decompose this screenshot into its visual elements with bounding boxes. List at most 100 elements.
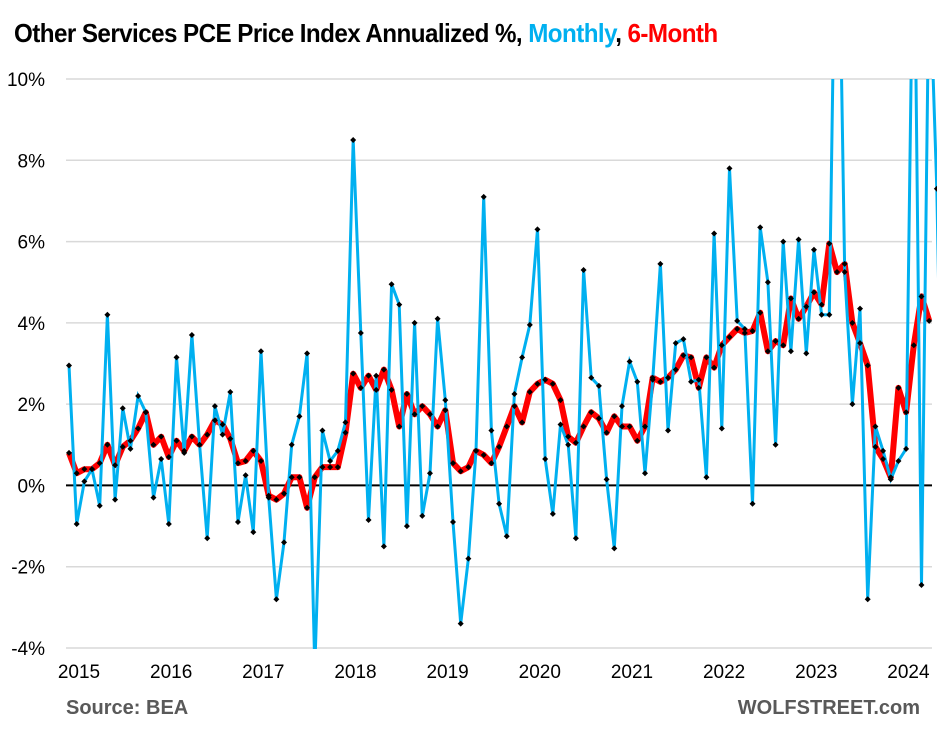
- monthly-point: [703, 474, 710, 481]
- monthly-point: [281, 539, 288, 546]
- sixmonth-point: [542, 376, 549, 383]
- sixmonth-point: [595, 415, 602, 422]
- monthly-point: [849, 401, 856, 408]
- sixmonth-point: [511, 403, 518, 410]
- monthly-point: [542, 456, 549, 463]
- sixmonth-point: [688, 354, 695, 361]
- monthly-point: [403, 523, 410, 530]
- y-tick-label: 8%: [18, 151, 46, 172]
- sixmonth-point: [718, 342, 725, 349]
- monthly-point: [242, 472, 249, 479]
- source-label: Source: BEA: [66, 697, 189, 719]
- monthly-point: [488, 427, 495, 434]
- sixmonth-point: [826, 240, 833, 247]
- sixmonth-point: [611, 413, 618, 420]
- monthly-point: [373, 372, 380, 379]
- monthly-point: [173, 354, 180, 361]
- sixmonth-point: [526, 388, 533, 395]
- sixmonth-point: [734, 325, 741, 332]
- y-tick-label: 6%: [18, 233, 46, 254]
- sixmonth-point: [519, 419, 526, 426]
- monthly-point: [89, 466, 96, 473]
- monthly-point: [857, 305, 864, 312]
- monthly-point: [803, 350, 810, 357]
- sixmonth-point: [288, 474, 295, 481]
- y-tick-label: 0%: [18, 476, 46, 497]
- x-tick-label: 2021: [611, 662, 653, 683]
- sixmonth-point: [772, 338, 779, 345]
- sixmonth-point: [411, 411, 418, 418]
- sixmonth-point: [112, 462, 119, 469]
- x-tick-label: 2018: [334, 662, 376, 683]
- monthly-point: [741, 325, 748, 332]
- y-tick-label: -4%: [11, 639, 45, 660]
- sixmonth-point: [465, 464, 472, 471]
- monthly-point: [734, 317, 741, 324]
- monthly-point: [810, 246, 817, 253]
- sixmonth-point: [242, 458, 249, 465]
- x-tick-label: 2019: [426, 662, 468, 683]
- sixmonth-point: [603, 429, 610, 436]
- sixmonth-point: [780, 342, 787, 349]
- monthly-point: [457, 620, 464, 627]
- sixmonth-point: [749, 327, 756, 334]
- monthly-point: [112, 496, 119, 503]
- data-markers: [66, 136, 937, 627]
- chart-title: Other Services PCE Price Index Annualize…: [14, 18, 718, 49]
- sixmonth-point: [135, 425, 142, 432]
- monthly-point: [626, 358, 633, 365]
- monthly-point: [780, 238, 787, 245]
- monthly-point: [718, 425, 725, 432]
- monthly-point: [158, 456, 165, 463]
- monthly-point: [265, 494, 272, 501]
- monthly-point: [296, 413, 303, 420]
- title-separator: ,: [615, 18, 628, 48]
- monthly-point: [219, 431, 226, 438]
- y-tick-label: 4%: [18, 314, 46, 335]
- sixmonth-point: [496, 443, 503, 450]
- sixmonth-point: [711, 364, 718, 371]
- sixmonth-point: [903, 409, 910, 416]
- monthly-point: [872, 423, 879, 430]
- sixmonth-point: [150, 441, 157, 448]
- monthly-point: [319, 427, 326, 434]
- monthly-point: [480, 193, 487, 200]
- monthly-point: [465, 555, 472, 562]
- title-monthly-legend: Monthly: [528, 18, 616, 48]
- sixmonth-point: [764, 348, 771, 355]
- monthly-point: [450, 519, 456, 526]
- sixmonth-point: [618, 423, 625, 430]
- sixmonth-point: [588, 409, 595, 416]
- monthly-point: [787, 348, 794, 355]
- sixmonth-point: [849, 319, 856, 326]
- sixmonth-point: [342, 429, 349, 436]
- x-tick-label: 2017: [242, 662, 284, 683]
- monthly-point: [772, 441, 779, 448]
- monthly-point: [864, 596, 871, 603]
- sixmonth-point: [657, 378, 664, 385]
- sixmonth-point: [334, 464, 341, 471]
- sixmonth-point: [503, 423, 510, 430]
- sixmonth-point: [373, 386, 380, 393]
- monthly-point: [503, 533, 510, 540]
- monthly-point: [396, 301, 403, 308]
- sixmonth-point: [634, 437, 641, 444]
- monthly-point: [711, 230, 718, 237]
- sixmonth-point: [219, 421, 226, 428]
- monthly-point: [104, 311, 111, 318]
- monthly-point: [334, 447, 341, 454]
- monthly-point: [388, 281, 395, 288]
- sixmonth-point: [787, 295, 794, 302]
- sixmonth-point: [296, 474, 303, 481]
- y-axis-ticks: -4% -2% 0% 2% 4% 6% 8% 10%: [7, 70, 45, 660]
- monthly-point: [695, 376, 702, 383]
- sixmonth-point: [741, 330, 748, 337]
- sixmonth-point: [403, 390, 410, 397]
- x-tick-label: 2020: [519, 662, 561, 683]
- monthly-point: [526, 321, 533, 328]
- sixmonth-point: [319, 464, 326, 471]
- monthly-point: [511, 390, 518, 397]
- x-tick-label: 2015: [58, 662, 100, 683]
- sixmonth-point: [872, 443, 879, 450]
- sixmonth-point: [726, 334, 733, 341]
